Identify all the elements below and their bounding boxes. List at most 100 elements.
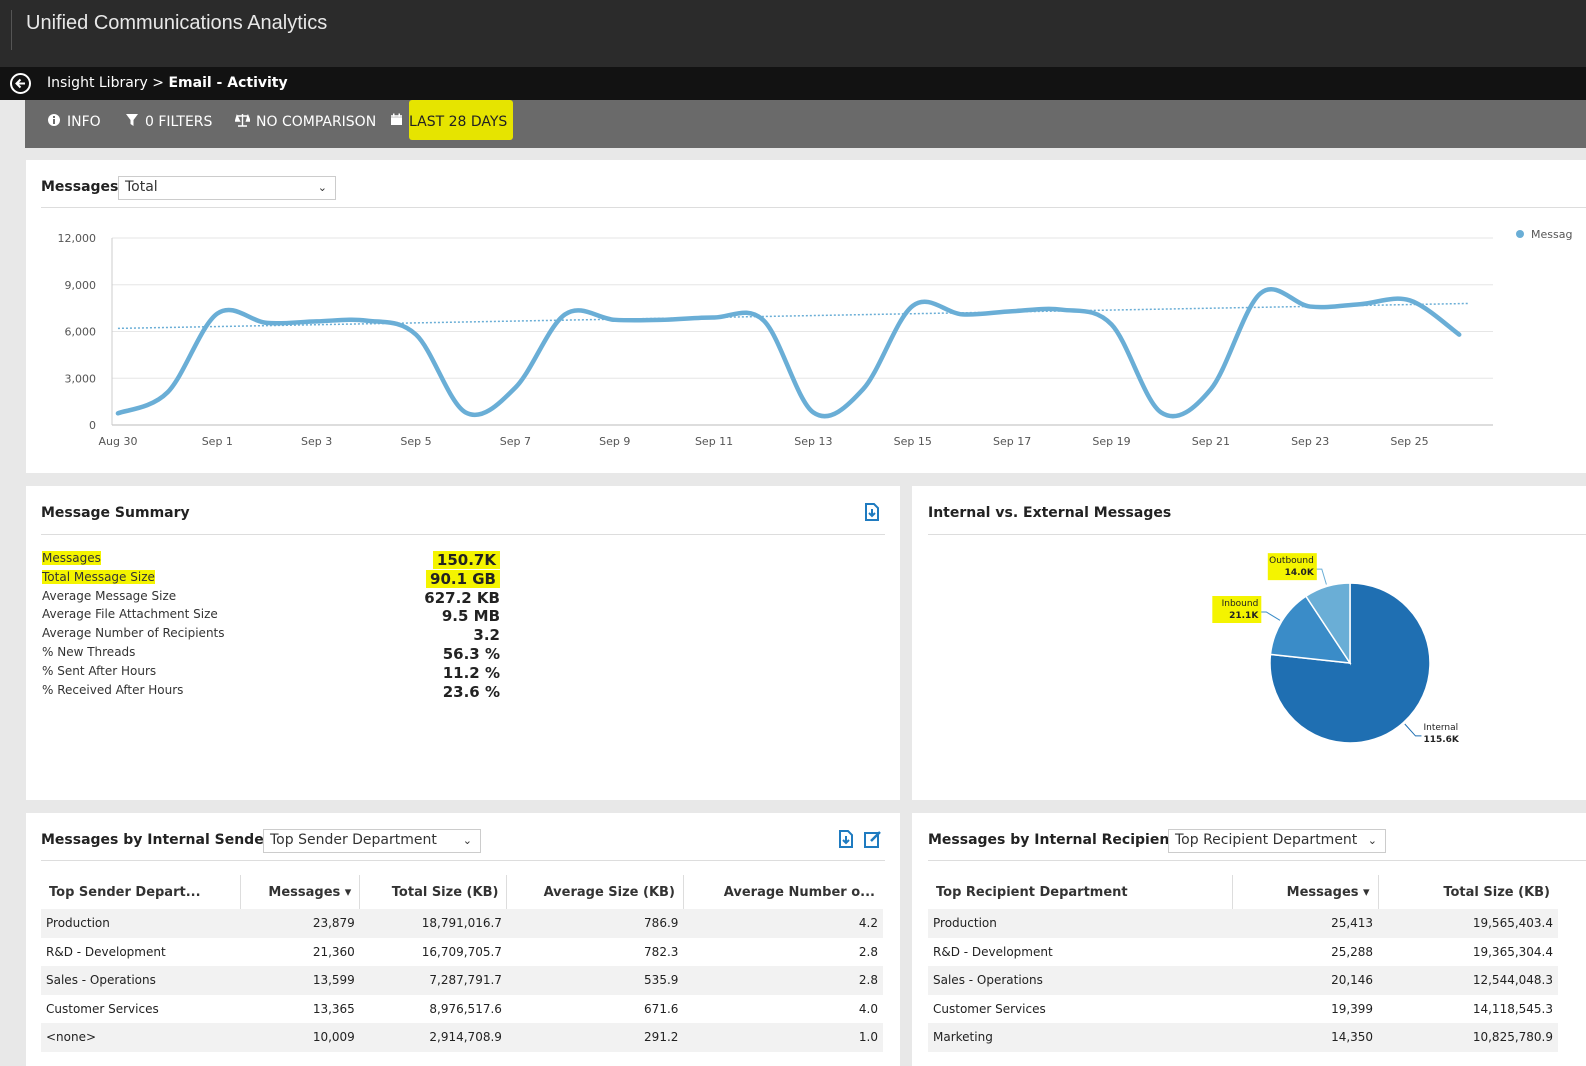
x-tick-label: Sep 5 <box>400 435 431 448</box>
x-tick-label: Sep 3 <box>301 435 332 448</box>
summary-row: Average File Attachment Size 9.5 MB <box>42 607 502 626</box>
summary-value: 9.5 MB <box>441 607 500 626</box>
column-header[interactable]: Top Recipient Department <box>928 875 1233 909</box>
messages-metric-value: Total <box>125 179 158 195</box>
table-cell: 16,709,705.7 <box>421 944 502 959</box>
pie-slice-value: 21.1K <box>1229 611 1259 621</box>
table-row[interactable]: R&D - Development 25,288 19,365,304.4 <box>928 938 1558 967</box>
table-cell: 13,365 <box>312 1001 355 1016</box>
breadcrumb-parent[interactable]: Insight Library <box>47 75 148 91</box>
recipient-grouping-value: Top Recipient Department <box>1175 832 1358 848</box>
sender-grouping-value: Top Sender Department <box>270 832 437 848</box>
table-cell: 18,791,016.7 <box>359 909 507 938</box>
table-cell: 8,976,517.6 <box>429 1001 502 1016</box>
x-tick-label: Sep 11 <box>695 435 733 448</box>
legend-label[interactable]: Messag <box>1531 228 1572 241</box>
trend-line <box>117 302 1470 330</box>
table-row[interactable]: Sales - Operations 20,146 12,544,048.3 <box>928 966 1558 995</box>
table-cell: 786.9 <box>506 909 684 938</box>
table-row[interactable]: Production 25,413 19,565,403.4 <box>928 909 1558 938</box>
internal-senders-card: Messages by Internal Senders Top Sender … <box>26 813 900 1066</box>
summary-value: 90.1 GB <box>426 569 500 588</box>
table-row[interactable]: Production 23,879 18,791,016.7 786.9 4.2 <box>41 909 883 938</box>
summary-row: % Sent After Hours 11.2 % <box>42 664 502 683</box>
chevron-down-icon: ⌄ <box>462 834 472 847</box>
table-cell: 2,914,708.9 <box>359 1023 507 1052</box>
column-header[interactable]: Messages ▾ <box>1232 875 1379 909</box>
summary-row: Average Number of Recipients 3.2 <box>42 626 502 645</box>
table-row[interactable]: Marketing 14,350 10,825,780.9 <box>928 1023 1558 1052</box>
table-row[interactable]: <none> 10,009 2,914,708.9 291.2 1.0 <box>41 1023 883 1052</box>
legend-marker <box>1516 230 1524 238</box>
app-title: Unified Communications Analytics <box>26 12 328 34</box>
comparison-button[interactable]: NO COMPARISON <box>234 113 376 131</box>
edit-icon[interactable] <box>863 829 883 849</box>
pie-slice-outbound[interactable] <box>1304 582 1351 666</box>
table-cell: 19,565,403.4 <box>1378 909 1558 938</box>
table-row[interactable]: Customer Services 19,399 14,118,545.3 <box>928 995 1558 1024</box>
summary-label: % New Threads <box>42 645 136 659</box>
pie-slice-value: 115.6K <box>1423 735 1459 745</box>
column-header[interactable]: Average Number o... <box>723 884 875 900</box>
x-tick-label: Sep 17 <box>993 435 1031 448</box>
summary-value: 150.7K <box>432 551 500 569</box>
column-header[interactable]: Total Size (KB) <box>1443 884 1550 900</box>
filter-icon <box>125 113 139 131</box>
table-cell: 4.0 <box>858 1001 878 1016</box>
table-cell: 671.6 <box>644 1001 679 1016</box>
table-cell: 13,599 <box>240 966 360 995</box>
column-header[interactable]: Average Size (KB) <box>506 875 684 909</box>
senders-table: Top Sender Depart... Messages ▾ Total Size… <box>41 875 883 1052</box>
pie-slice-inbound[interactable] <box>1269 595 1352 664</box>
table-row[interactable]: Customer Services 13,365 8,976,517.6 671.6 4… <box>41 995 883 1024</box>
x-tick-label: Sep 25 <box>1390 435 1428 448</box>
summary-row: % Received After Hours 23.6 % <box>42 683 502 702</box>
breadcrumb-bar: Insight Library > Email - Activity <box>0 67 1586 100</box>
filters-button[interactable]: 0 FILTERS <box>125 113 212 131</box>
table-cell: R&D - Development <box>933 944 1053 959</box>
summary-value: 56.3 % <box>442 645 500 663</box>
summary-row: Average Message Size 627.2 KB <box>42 589 502 608</box>
summary-list: Messages 150.7K Total Message Size 90.1 GB A… <box>42 551 502 751</box>
column-header[interactable]: Total Size (KB) <box>359 875 508 909</box>
back-arrow-icon[interactable] <box>10 73 31 94</box>
summary-label: Total Message Size <box>42 569 155 584</box>
table-row[interactable]: Sales - Operations 13,599 7,287,791.7 535.9… <box>41 966 883 995</box>
messages-metric-select[interactable]: Total ⌄ <box>118 176 336 200</box>
header-divider <box>11 10 12 50</box>
breadcrumb-current: Email - Activity <box>168 75 288 91</box>
summary-value: 23.6 % <box>442 682 500 701</box>
table-row[interactable]: R&D - Development 21,360 16,709,705.7 782.3… <box>41 938 883 967</box>
sender-grouping-select[interactable]: Top Sender Department ⌄ <box>263 829 481 853</box>
table-cell: 20,146 <box>1232 966 1379 995</box>
pie-leader-line <box>1404 723 1422 737</box>
summary-row: Messages 150.7K <box>42 551 502 570</box>
info-button[interactable]: INFO <box>47 113 101 131</box>
summary-label: Average Message Size <box>42 588 177 603</box>
export-icon[interactable] <box>836 829 856 849</box>
summary-row: Total Message Size 90.1 GB <box>42 569 502 589</box>
date-range-label: LAST 28 DAYS <box>409 113 508 130</box>
pie-divider <box>928 534 1586 535</box>
recipients-title: Messages by Internal Recipients <box>928 832 1185 848</box>
app-header: Unified Communications Analytics <box>0 0 1586 67</box>
column-header[interactable]: Messages ▾ <box>240 875 361 909</box>
pie-slice-value: 14.0K <box>1285 568 1315 578</box>
messages-chart-card: Messages Total ⌄ 0 3,000 6,000 9,000 12,000 A… <box>26 160 1586 473</box>
table-cell: Customer Services <box>46 1001 159 1016</box>
y-tick-label: 12,000 <box>58 232 97 245</box>
x-tick-label: Sep 23 <box>1291 435 1329 448</box>
table-cell: Sales - Operations <box>928 966 1233 995</box>
x-tick-label: Sep 21 <box>1192 435 1230 448</box>
table-cell: Production <box>928 909 1233 938</box>
table-cell: 12,544,048.3 <box>1378 966 1558 995</box>
summary-value: 11.2 % <box>442 663 500 682</box>
column-header[interactable]: Top Sender Depart... <box>41 875 242 909</box>
pie-slice-label: Outbound <box>1269 556 1314 566</box>
pie-leader-line <box>1315 568 1327 585</box>
recipient-grouping-select[interactable]: Top Recipient Department ⌄ <box>1168 829 1386 853</box>
date-range-button[interactable]: LAST 28 DAYS <box>390 113 507 130</box>
export-icon[interactable] <box>862 502 882 522</box>
summary-row: % New Threads 56.3 % <box>42 645 502 664</box>
table-cell: Marketing <box>928 1023 1233 1052</box>
